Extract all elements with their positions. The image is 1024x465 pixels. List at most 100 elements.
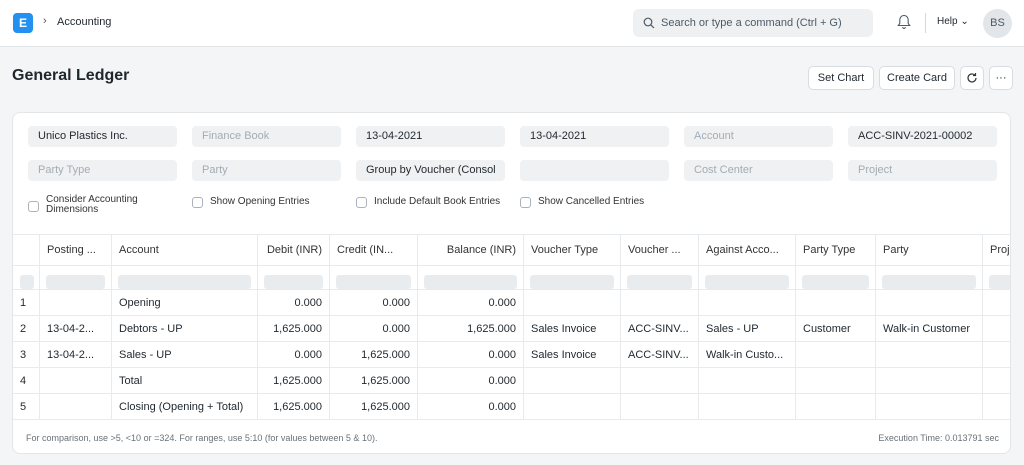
checkbox-box[interactable] <box>520 197 531 208</box>
column-header[interactable]: Against Acco... <box>699 235 796 265</box>
table-cell[interactable] <box>876 290 983 315</box>
column-filter-input[interactable] <box>627 275 692 289</box>
table-cell[interactable]: 1,625.000 <box>330 342 418 367</box>
column-filter-input[interactable] <box>530 275 614 289</box>
table-cell[interactable]: Sales - UP <box>699 316 796 341</box>
breadcrumb-accounting[interactable]: Accounting <box>57 16 112 28</box>
table-cell[interactable] <box>983 342 1010 367</box>
table-cell[interactable] <box>699 290 796 315</box>
select-all-checkbox[interactable] <box>20 275 34 289</box>
table-cell[interactable]: 1,625.000 <box>418 316 524 341</box>
table-cell[interactable] <box>40 368 112 393</box>
search-bar[interactable]: Search or type a command (Ctrl + G) <box>633 9 873 37</box>
table-cell[interactable]: 13-04-2... <box>40 342 112 367</box>
table-cell[interactable]: Sales Invoice <box>524 342 621 367</box>
table-cell[interactable]: 1,625.000 <box>258 316 330 341</box>
table-cell[interactable]: 0.000 <box>418 394 524 419</box>
create-card-button[interactable]: Create Card <box>879 66 955 90</box>
set-chart-button[interactable]: Set Chart <box>808 66 874 90</box>
table-cell[interactable]: Debtors - UP <box>112 316 258 341</box>
column-filter-input[interactable] <box>989 275 1010 289</box>
table-cell[interactable] <box>983 290 1010 315</box>
row-number[interactable]: 5 <box>13 394 40 419</box>
consider-dimensions-checkbox[interactable]: Consider Accounting Dimensions <box>28 195 178 219</box>
notification-bell-icon[interactable] <box>897 14 911 30</box>
more-menu-button[interactable]: ··· <box>989 66 1013 90</box>
column-filter-input[interactable] <box>336 275 411 289</box>
party-type-field[interactable]: Party Type <box>28 160 177 181</box>
table-cell[interactable]: Opening <box>112 290 258 315</box>
party-field[interactable]: Party <box>192 160 341 181</box>
table-cell[interactable]: 0.000 <box>418 290 524 315</box>
table-cell[interactable] <box>796 394 876 419</box>
column-header[interactable]: Credit (IN... <box>330 235 418 265</box>
table-cell[interactable] <box>983 316 1010 341</box>
table-cell[interactable] <box>699 394 796 419</box>
table-cell[interactable]: 1,625.000 <box>330 394 418 419</box>
column-header[interactable]: Posting ... <box>40 235 112 265</box>
row-number[interactable]: 1 <box>13 290 40 315</box>
table-cell[interactable]: Walk-in Customer <box>876 316 983 341</box>
table-cell[interactable]: 0.000 <box>330 316 418 341</box>
column-header[interactable]: Voucher ... <box>621 235 699 265</box>
table-cell[interactable] <box>983 368 1010 393</box>
column-header[interactable]: Party <box>876 235 983 265</box>
table-cell[interactable]: 0.000 <box>418 342 524 367</box>
table-cell[interactable] <box>876 368 983 393</box>
table-row[interactable]: 4 Total 1,625.000 1,625.000 0.000 <box>13 368 1010 394</box>
table-cell[interactable] <box>796 342 876 367</box>
table-cell[interactable]: 0.000 <box>258 290 330 315</box>
company-field[interactable]: Unico Plastics Inc. <box>28 126 177 147</box>
table-cell[interactable]: 0.000 <box>258 342 330 367</box>
table-cell[interactable]: ACC-SINV... <box>621 342 699 367</box>
table-cell[interactable] <box>40 394 112 419</box>
table-cell[interactable]: Walk-in Custo... <box>699 342 796 367</box>
checkbox-box[interactable] <box>28 201 39 212</box>
include-default-book-checkbox[interactable]: Include Default Book Entries <box>356 196 511 210</box>
table-cell[interactable]: Customer <box>796 316 876 341</box>
table-cell[interactable] <box>983 394 1010 419</box>
column-filter-input[interactable] <box>882 275 976 289</box>
row-number[interactable]: 3 <box>13 342 40 367</box>
column-header[interactable]: Voucher Type <box>524 235 621 265</box>
column-filter-input[interactable] <box>118 275 251 289</box>
table-cell[interactable]: 0.000 <box>418 368 524 393</box>
table-row[interactable]: 2 13-04-2... Debtors - UP 1,625.000 0.000 1,6… <box>13 316 1010 342</box>
table-cell[interactable]: ACC-SINV... <box>621 316 699 341</box>
from-date-field[interactable]: 13-04-2021 <box>356 126 505 147</box>
column-header[interactable]: Party Type <box>796 235 876 265</box>
table-cell[interactable] <box>524 368 621 393</box>
table-cell[interactable] <box>876 394 983 419</box>
table-cell[interactable] <box>699 368 796 393</box>
checkbox-box[interactable] <box>356 197 367 208</box>
app-logo[interactable]: E <box>13 13 33 33</box>
table-cell[interactable] <box>621 394 699 419</box>
row-number[interactable]: 2 <box>13 316 40 341</box>
table-cell[interactable]: Total <box>112 368 258 393</box>
finance-book-field[interactable]: Finance Book <box>192 126 341 147</box>
column-filter-input[interactable] <box>46 275 105 289</box>
table-row[interactable]: 1 Opening 0.000 0.000 0.000 <box>13 290 1010 316</box>
table-cell[interactable]: 1,625.000 <box>330 368 418 393</box>
column-filter-input[interactable] <box>264 275 323 289</box>
column-header[interactable]: Proj <box>990 244 1010 256</box>
table-cell[interactable] <box>796 368 876 393</box>
checkbox-box[interactable] <box>192 197 203 208</box>
table-cell[interactable]: 13-04-2... <box>40 316 112 341</box>
table-cell[interactable] <box>621 290 699 315</box>
account-field[interactable]: Account <box>684 126 833 147</box>
column-filter-input[interactable] <box>802 275 869 289</box>
table-cell[interactable]: 0.000 <box>330 290 418 315</box>
group-by-select[interactable]: Group by Voucher (Consol <box>356 160 505 181</box>
row-number[interactable]: 4 <box>13 368 40 393</box>
table-cell[interactable] <box>796 290 876 315</box>
refresh-button[interactable] <box>960 66 984 90</box>
blank-filter-field[interactable] <box>520 160 669 181</box>
column-filter-input[interactable] <box>424 275 517 289</box>
avatar[interactable]: BS <box>983 9 1012 38</box>
column-header[interactable]: Debit (INR) <box>258 235 330 265</box>
column-filter-input[interactable] <box>705 275 789 289</box>
table-cell[interactable] <box>876 342 983 367</box>
table-row[interactable]: 3 13-04-2... Sales - UP 0.000 1,625.000 0.000… <box>13 342 1010 368</box>
table-cell[interactable] <box>524 394 621 419</box>
